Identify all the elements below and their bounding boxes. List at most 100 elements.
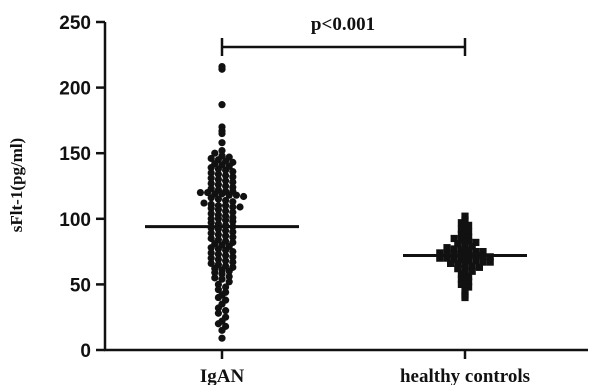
data-point-circle: [218, 65, 226, 73]
data-point-square: [468, 267, 476, 275]
data-point-circle: [214, 250, 222, 258]
data-point-circle: [229, 233, 237, 241]
data-point-circle: [222, 166, 230, 174]
data-point-circle: [225, 191, 233, 199]
data-point-circle: [214, 309, 222, 317]
data-point-circle: [211, 274, 219, 282]
data-point-square: [447, 259, 455, 268]
data-point-square: [454, 265, 462, 273]
data-point-square: [457, 275, 465, 283]
data-point-circle: [222, 232, 230, 240]
data-point-circle: [222, 307, 230, 315]
y-tick-label: 100: [59, 210, 91, 231]
data-point-circle: [222, 171, 230, 180]
data-point-circle: [218, 101, 226, 109]
data-point-circle: [207, 179, 215, 187]
data-point-circle: [214, 181, 222, 189]
data-point-circle: [214, 255, 222, 264]
data-point-circle: [207, 249, 215, 257]
data-point-circle: [207, 254, 215, 262]
data-point-circle: [207, 259, 215, 268]
data-point-circle: [200, 199, 208, 207]
data-point-circle: [229, 248, 237, 256]
data-point-circle: [207, 244, 215, 252]
data-point-square: [457, 225, 465, 233]
data-point-square: [465, 283, 473, 291]
data-point-square: [472, 238, 480, 247]
category-label: IgAN: [200, 366, 245, 385]
data-point-circle: [214, 245, 222, 253]
data-point-square: [465, 233, 473, 241]
data-point-circle: [229, 217, 237, 226]
data-point-square: [457, 280, 465, 288]
data-point-square: [468, 262, 476, 270]
data-point-square: [450, 234, 458, 243]
data-point-circle: [229, 203, 237, 211]
data-point-circle: [207, 169, 215, 177]
data-point-circle: [214, 170, 222, 178]
data-point-circle: [225, 278, 233, 286]
data-point-circle: [218, 326, 226, 334]
data-point-circle: [222, 196, 230, 205]
data-point-circle: [232, 191, 240, 199]
data-point-square: [443, 254, 451, 262]
data-point-square: [465, 272, 473, 281]
data-point-square: [450, 245, 458, 253]
mean-lines: [145, 225, 527, 258]
x-ticks: IgAN healthy controls: [200, 350, 530, 385]
y-axis-title: sFlt-1(pg/ml): [7, 138, 26, 232]
data-point-square: [479, 248, 487, 256]
data-point-circle: [218, 146, 226, 155]
data-point-square: [436, 249, 444, 257]
data-point-circle: [229, 167, 237, 176]
data-point-circle: [196, 188, 204, 197]
data-point-square: [450, 255, 458, 264]
data-point-circle: [229, 258, 237, 266]
data-point-circle: [214, 215, 222, 223]
data-point-circle: [214, 286, 222, 294]
data-point-square: [486, 258, 494, 266]
data-point-circle: [222, 246, 230, 254]
data-point-circle: [222, 207, 230, 215]
data-point-circle: [207, 194, 215, 202]
data-point-circle: [229, 198, 237, 206]
data-point-circle: [207, 204, 215, 212]
data-point-square: [472, 257, 480, 265]
data-point-square: [457, 236, 465, 244]
data-point-square: [457, 219, 465, 227]
data-point-circle: [214, 230, 222, 239]
data-point-circle: [222, 227, 230, 235]
data-point-circle: [207, 219, 215, 227]
data-point-square: [465, 221, 473, 229]
data-point-circle: [207, 209, 215, 218]
data-point-circle: [211, 149, 219, 157]
data-point-circle: [229, 178, 237, 186]
data-point-square: [457, 270, 465, 278]
data-point-square: [465, 237, 473, 245]
data-point-square: [472, 248, 480, 256]
y-tick-label: 50: [70, 275, 91, 296]
data-point-circle: [214, 206, 222, 214]
data-point-circle: [222, 182, 230, 190]
y-tick-label: 200: [59, 79, 91, 100]
data-point-circle: [236, 203, 244, 211]
data-point-circle: [229, 173, 237, 181]
data-point-circle: [225, 272, 233, 281]
data-point-circle: [229, 228, 237, 236]
data-point-square: [465, 246, 473, 254]
data-point-circle: [207, 154, 215, 163]
data-point-square: [461, 266, 469, 274]
significance-bracket: p<0.001: [220, 14, 467, 56]
data-point-circle: [207, 164, 215, 172]
y-tick-label: 0: [80, 341, 91, 362]
data-point-circle: [204, 188, 212, 197]
data-point-circle: [222, 216, 230, 224]
data-point-circle: [207, 174, 215, 182]
data-point-circle: [214, 175, 222, 184]
data-point-circle: [214, 165, 222, 173]
data-point-square: [454, 240, 462, 248]
data-point-circle: [218, 139, 226, 147]
data-point-square: [436, 254, 444, 262]
data-point-circle: [240, 192, 248, 201]
data-points: [196, 63, 494, 342]
